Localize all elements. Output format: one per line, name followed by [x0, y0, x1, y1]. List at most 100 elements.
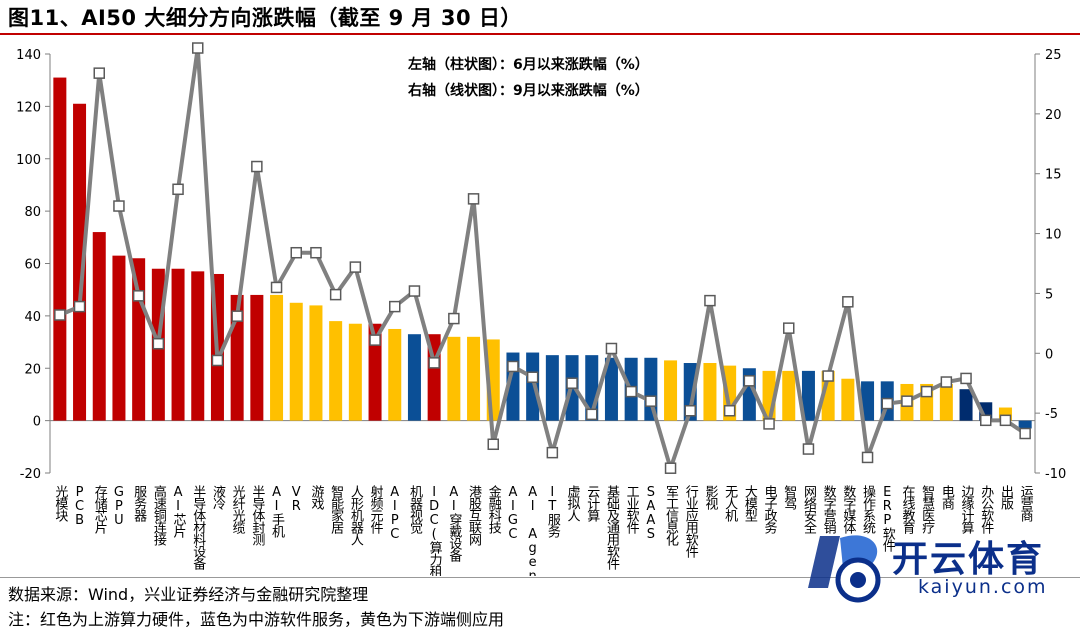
category-label-34: 无人机	[722, 485, 738, 523]
category-label-43: 在线教育	[899, 485, 915, 535]
line-series	[59, 46, 1027, 471]
line-point-36	[763, 418, 775, 430]
line-point-9	[231, 310, 243, 322]
line-point-49	[1019, 427, 1031, 440]
bar-28	[604, 357, 618, 421]
line-point-17	[389, 300, 401, 313]
category-label-26: 虚拟人	[565, 485, 581, 521]
line-point-22	[487, 438, 499, 451]
color-note: 注：红色为上游算力硬件，蓝色为中游软件服务，黄色为下游端侧应用	[8, 610, 505, 629]
line-point-21	[467, 193, 480, 205]
bar-41	[861, 381, 875, 421]
category-label-20: AI穿戴设备	[446, 485, 462, 563]
category-label-28: 基础及通用软件	[604, 485, 620, 570]
category-label-32: 行业应用软件	[683, 485, 699, 558]
line-point-11	[270, 281, 283, 294]
bar-11	[270, 294, 284, 421]
bar-24	[526, 352, 540, 421]
category-label-27: 云计算	[584, 485, 600, 522]
category-label-3: GPU	[111, 485, 126, 527]
line-point-2	[93, 67, 105, 79]
footer-divider	[0, 577, 1080, 578]
category-label-35: 大模型	[742, 485, 758, 521]
category-labels-layer: 光模块 PCB 存储芯片 GPU 服务器 高速铜连接 AI芯片 半导体材料设备 液冷 光纤光缆 半导…	[52, 484, 1033, 576]
bar-15	[348, 323, 362, 421]
category-label-38: 网络安全	[801, 485, 817, 534]
category-label-44: 智慧医疗	[919, 485, 935, 534]
line-point-38	[802, 443, 815, 455]
line-point-37	[783, 322, 795, 334]
bar-2	[92, 232, 106, 421]
line-point-13	[310, 246, 322, 259]
category-label-30: SAAS	[643, 485, 658, 541]
bar-38	[801, 370, 815, 421]
line-point-34	[723, 404, 736, 417]
bar-49	[1018, 420, 1032, 429]
line-point-20	[448, 312, 460, 325]
legend-entry-0: 左轴（柱状图）：6月以来涨跌幅（%）	[407, 56, 649, 73]
category-label-42: ERP软件	[880, 485, 896, 552]
watermark-text-cn: 开云体育	[892, 539, 1045, 580]
bar-21	[467, 336, 481, 421]
category-label-23: AIGC	[505, 485, 520, 541]
line-point-10	[251, 160, 263, 173]
category-label-12: VR	[289, 485, 304, 513]
title-divider	[0, 33, 1080, 35]
category-label-17: AIPC	[387, 485, 402, 541]
category-label-18: 机器视觉	[407, 485, 423, 535]
line-point-26	[566, 377, 578, 389]
line-point-3	[113, 200, 125, 212]
category-label-7: 半导体材料设备	[190, 485, 206, 571]
line-point-14	[329, 288, 342, 301]
line-point-6	[172, 183, 184, 196]
category-label-11: AI手机	[269, 485, 285, 539]
line-point-7	[192, 42, 204, 54]
category-label-31: 军工信息化	[663, 485, 679, 547]
category-label-14: 智能家居	[328, 485, 344, 534]
bar-14	[329, 321, 343, 421]
line-point-12	[290, 246, 302, 259]
left-tick-label: 80	[24, 205, 41, 220]
left-tick-label: 40	[24, 310, 41, 325]
line-point-46	[960, 372, 972, 385]
category-label-47: 办公软件	[978, 485, 994, 534]
line-point-35	[743, 375, 756, 387]
category-label-29: 工业软件	[624, 485, 640, 534]
line-point-28	[605, 342, 618, 355]
line-point-16	[369, 334, 381, 346]
category-label-15: 人形机器人	[348, 485, 364, 545]
line-point-45	[940, 376, 953, 388]
category-label-36: 电子政务	[762, 485, 778, 534]
category-label-46: 边缘计算	[959, 485, 975, 534]
line-point-5	[152, 337, 165, 350]
left-tick-label: 20	[24, 362, 41, 377]
left-tick-label: -20	[20, 467, 41, 482]
line-point-29	[625, 385, 637, 398]
line-point-32	[684, 404, 696, 417]
legend-layer: 左轴（柱状图）：6月以来涨跌幅（%） 右轴（线状图）：9月以来涨跌幅（%）	[407, 56, 649, 99]
line-layer	[54, 42, 1031, 474]
line-point-0	[54, 309, 66, 321]
line-point-42	[881, 397, 893, 410]
right-tick-label: 0	[1045, 347, 1053, 362]
category-label-1: PCB	[72, 485, 87, 527]
bars-layer	[53, 77, 1032, 429]
bar-40	[841, 378, 855, 421]
category-label-45: 电商	[939, 485, 955, 510]
bar-12	[289, 302, 303, 421]
line-point-18	[408, 285, 421, 297]
left-tick-label: 60	[24, 258, 41, 273]
line-point-4	[132, 290, 145, 302]
line-point-39	[822, 370, 834, 382]
bar-0	[53, 77, 67, 421]
category-label-25: IT服务	[545, 485, 561, 538]
kaiyun-logo-icon	[808, 535, 881, 603]
bar-16	[368, 323, 382, 421]
category-label-2: 存储芯片	[92, 485, 108, 534]
line-point-31	[664, 462, 677, 474]
category-label-37: 智驾	[781, 485, 797, 510]
category-label-24: AI Agent	[525, 485, 540, 576]
chart-title: 图11、AI50 大细分方向涨跌幅（截至 9 月 30 日）	[8, 6, 522, 30]
right-tick-label: 15	[1045, 168, 1062, 183]
line-point-1	[73, 300, 86, 313]
